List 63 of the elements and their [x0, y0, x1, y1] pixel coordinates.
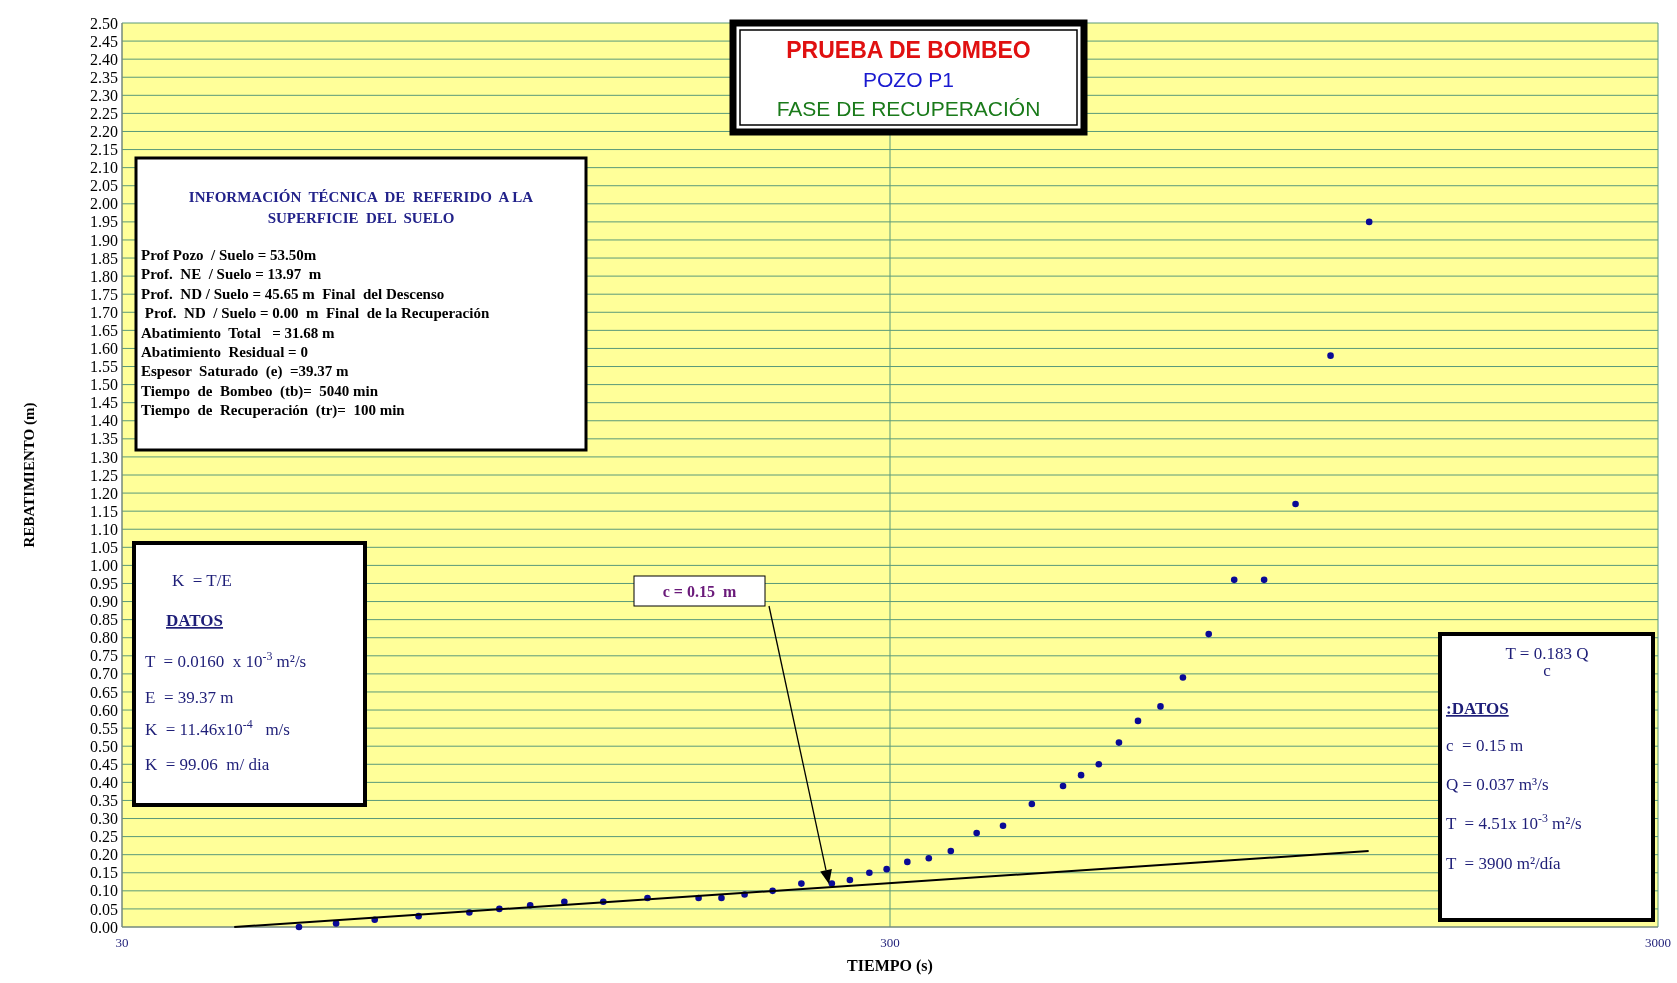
- y-tick-label: 1.85: [90, 249, 118, 267]
- y-tick-label: 0.75: [90, 647, 118, 665]
- text: POZO P1: [862, 68, 955, 91]
- y-tick-label: 2.35: [90, 68, 118, 86]
- y-tick-label: 1.00: [90, 557, 118, 574]
- y-tick-label: 1.45: [90, 394, 118, 412]
- text: K = T/E DATOS T = 0.0160 x 10$^{-3}$ m²/s E = 39.37 m K = 11.46x10$^{-4}$ m/s K = 99.06 m/ dia: [145, 571, 307, 774]
- text: PRUEBA DE BOMBEO: [786, 37, 1031, 63]
- y-tick-label: 0.60: [90, 701, 118, 719]
- y-tick-label: 0.00: [90, 918, 118, 936]
- x-tick-label: 30: [115, 935, 129, 950]
- annotation: c = 0.15 m: [662, 582, 737, 600]
- y-axis-title: REBATIMIENTO (m): [21, 402, 38, 548]
- y-tick-label: 2.15: [90, 141, 118, 159]
- y-tick-label: 1.10: [90, 520, 118, 538]
- y-tick-label: 1.35: [90, 430, 118, 448]
- y-tick-label: 2.20: [90, 123, 118, 141]
- y-tick-label: 1.90: [90, 231, 118, 249]
- y-tick-label: 0.45: [90, 755, 118, 773]
- y-tick-label: 0.55: [90, 719, 118, 737]
- y-tick-label: 0.05: [90, 900, 118, 918]
- y-tick-label: 1.70: [90, 303, 118, 321]
- text: INFORMACIÓN TÉCNICA DE REFERIDO A LA SUPERFICIE DEL SUELO Prof Pozo / Suelo = 53.50m Prof. NE / Suelo = 13.97 m Prof. ND / Suelo = 45.65 m Final del Descenso Prof. ND / Suelo = 0.00 m Final de la Recuperación Abatimiento Total = 31.68 m Abatimiento Residual = 0 Espesor Saturado (e) =39.37 m Tiempo de Bombeo (tb)= 5040 min Tiempo de Recuperación (tr)= 100 min: [141, 189, 534, 419]
- y-tick-label: 0.35: [90, 792, 118, 810]
- y-tick-label: 1.15: [90, 502, 118, 520]
- y-tick-label: 0.10: [90, 882, 118, 900]
- y-tick-label: 0.80: [90, 629, 118, 647]
- y-tick-label: 2.45: [90, 32, 118, 50]
- y-tick-label: 1.50: [90, 376, 118, 394]
- x-axis-title: TIEMPO (s): [847, 957, 933, 975]
- y-tick-label: 0.25: [90, 828, 118, 846]
- y-tick-label: 2.50: [90, 14, 118, 32]
- y-tick-label: 2.00: [90, 195, 118, 213]
- y-tick-label: 0.85: [90, 611, 118, 629]
- y-tick-label: 1.20: [90, 484, 118, 502]
- y-tick-label: 0.95: [90, 575, 118, 593]
- y-tick-label: 0.65: [90, 683, 118, 701]
- y-tick-label: 0.50: [90, 737, 118, 755]
- y-tick-label: 1.30: [90, 448, 118, 466]
- y-tick-label: 1.75: [90, 285, 118, 303]
- x-tick-label: 3000: [1645, 935, 1671, 950]
- y-tick-label: 0.15: [90, 864, 118, 882]
- y-tick-label: 0.70: [90, 665, 118, 683]
- annotation: FASE DE RECUPERACIÓN: [776, 97, 1041, 120]
- y-tick-label: 2.05: [90, 177, 118, 195]
- y-tick-label: 1.80: [90, 267, 118, 285]
- text: T = 0.183 Q c :DATOS c = 0.15 m Q = 0.037 m³/s T = 4.51x 10$^{-3}$ m²/s T = 3900 m²/día: [1446, 644, 1589, 873]
- y-tick-label: 0.40: [90, 773, 118, 791]
- x-tick-label: 300: [880, 935, 900, 950]
- y-tick-label: 0.30: [90, 810, 118, 828]
- y-tick-label: 2.40: [90, 50, 118, 68]
- y-tick-label: 2.25: [90, 105, 118, 122]
- y-tick-label: 1.05: [90, 538, 118, 556]
- y-tick-label: 1.65: [90, 321, 118, 339]
- y-tick-label: 1.55: [90, 358, 118, 376]
- y-tick-label: 2.30: [90, 86, 118, 104]
- y-tick-label: 1.95: [90, 213, 118, 231]
- y-tick-label: 1.40: [90, 412, 118, 430]
- y-tick-label: 1.25: [90, 466, 118, 484]
- y-tick-label: 0.90: [90, 593, 118, 611]
- y-tick-label: 1.60: [90, 340, 118, 358]
- y-tick-label: 0.20: [90, 846, 118, 864]
- y-tick-label: 2.10: [90, 159, 118, 177]
